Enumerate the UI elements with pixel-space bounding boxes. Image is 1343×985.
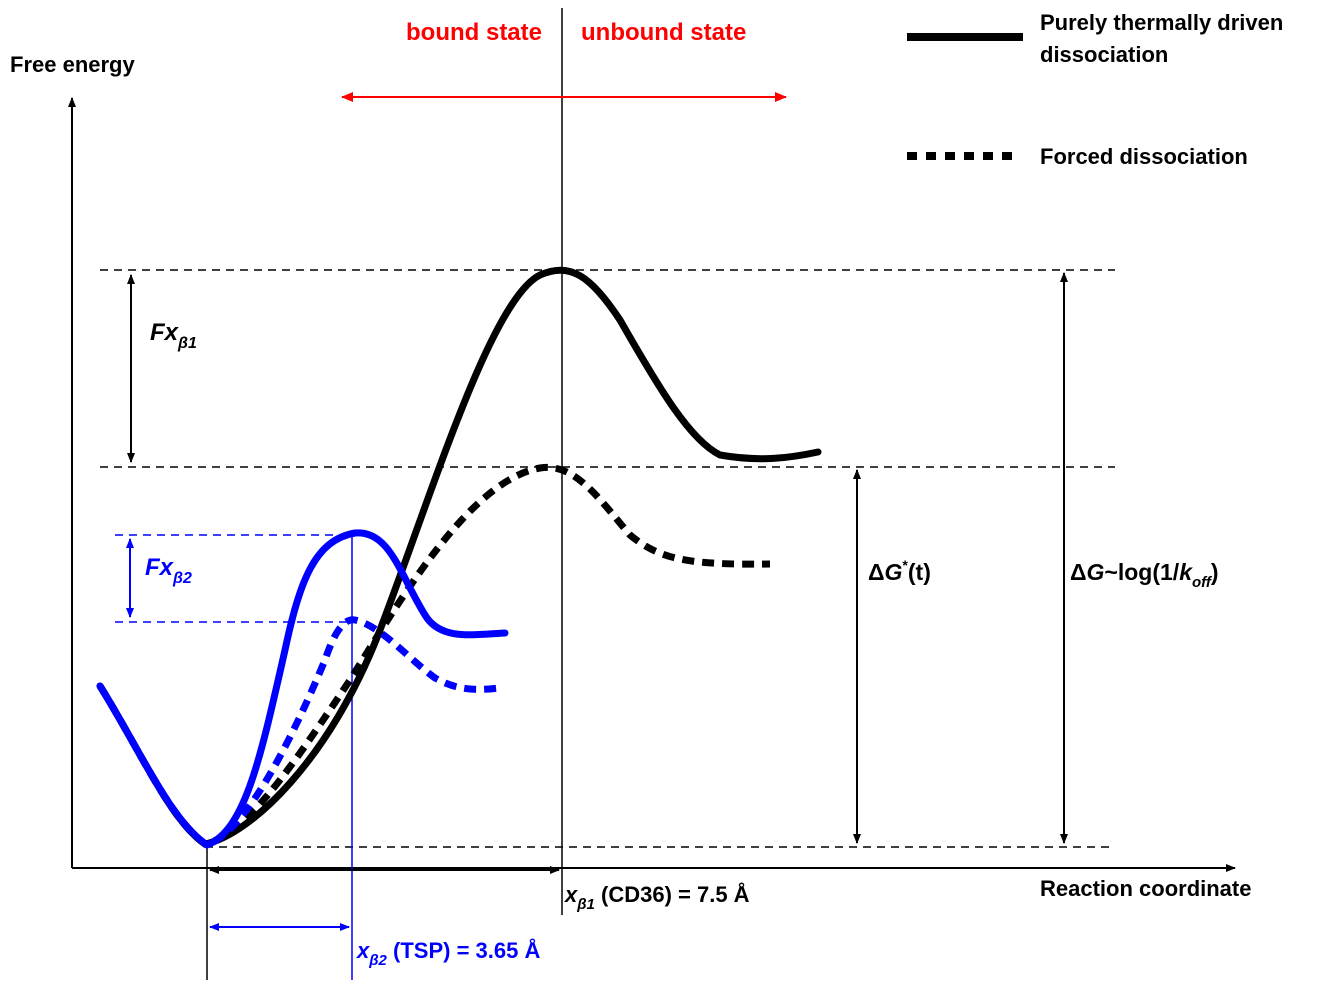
x-beta1-label: xβ1 (CD36) = 7.5 Å: [564, 881, 750, 913]
delta-g-koff-label: ΔG~log(1/koff): [1070, 559, 1219, 591]
curve-forced-tsp: [97, 616, 501, 849]
delta-g-star-label: ΔG*(t): [868, 557, 931, 585]
y-axis-label: Free energy: [10, 52, 135, 77]
curve-forced-cd36: [97, 463, 771, 848]
curve-thermal-tsp: [96, 529, 509, 849]
legend-solid-label-line1: Purely thermally driven: [1040, 10, 1283, 35]
x-axis-label: Reaction coordinate: [1040, 876, 1251, 901]
fx-beta1-label: Fxβ1: [150, 319, 197, 352]
x-beta2-label: xβ2 (TSP) = 3.65 Å: [356, 937, 540, 969]
legend-solid-label-line2: dissociation: [1040, 42, 1168, 67]
bound-state-label: bound state: [406, 19, 542, 46]
unbound-state-label: unbound state: [581, 19, 746, 46]
legend-dashed-label: Forced dissociation: [1040, 144, 1248, 169]
curve-thermal-cd36: [96, 266, 822, 848]
fx-beta2-label: Fxβ2: [145, 554, 192, 587]
